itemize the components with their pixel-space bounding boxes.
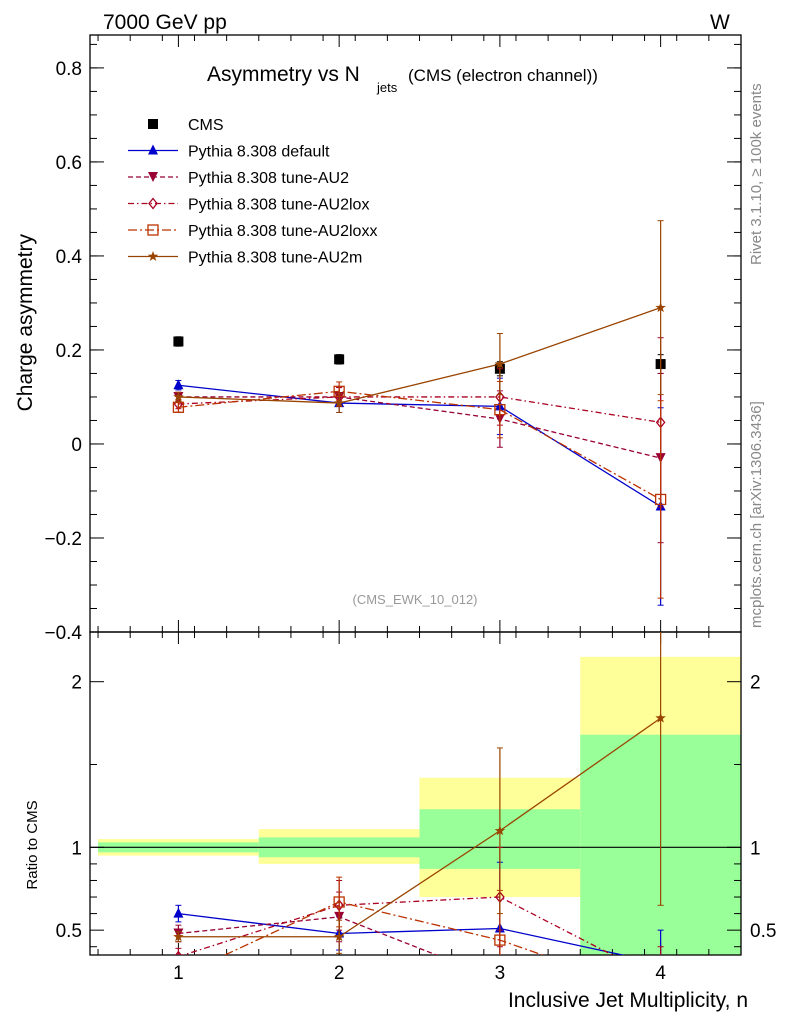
data-point bbox=[655, 302, 666, 313]
ratio-uncertainty-bands bbox=[98, 656, 741, 955]
y-axis-label: Charge asymmetry bbox=[14, 234, 37, 412]
legend-marker bbox=[147, 224, 159, 236]
legend-entry-4: Pythia 8.308 tune-AU2lox bbox=[128, 197, 369, 214]
top-series-3 bbox=[173, 372, 666, 544]
series-line bbox=[178, 717, 662, 938]
y-tick-label: 0.2 bbox=[56, 341, 82, 362]
data-point bbox=[494, 404, 506, 416]
data-point bbox=[655, 712, 666, 723]
y-tick-label: −0.4 bbox=[44, 623, 82, 644]
ratio-y-tick-label-left: 2 bbox=[71, 673, 82, 694]
data-point bbox=[173, 931, 184, 942]
legend-label: Pythia 8.308 tune-AU2 bbox=[188, 170, 349, 187]
top-series bbox=[172, 220, 667, 606]
y-tick-label: 0.4 bbox=[56, 247, 83, 268]
series-line bbox=[181, 896, 614, 955]
series-line bbox=[223, 901, 545, 955]
tick-labels: 1 2 3 4 −0.4 −0.2 0 0.2 0.4 0.6 0.8 0.5 0.5 1 1 2 2 bbox=[44, 59, 776, 984]
y-tick-label: −0.2 bbox=[44, 529, 82, 550]
data-point bbox=[333, 397, 345, 408]
legend-marker bbox=[148, 197, 158, 210]
rivet-label: Rivet 3.1.10, ≥ 100k events bbox=[748, 83, 765, 265]
y-tick-label: 0.6 bbox=[56, 153, 82, 174]
ratio-series bbox=[173, 632, 666, 955]
data-point bbox=[173, 391, 184, 402]
data-point bbox=[173, 907, 184, 918]
top-series-2 bbox=[173, 377, 666, 606]
legend-marker bbox=[148, 119, 158, 129]
data-point bbox=[494, 934, 506, 946]
series-line bbox=[178, 396, 661, 459]
x-tick-label-4: 4 bbox=[655, 963, 666, 984]
data-point bbox=[172, 401, 185, 413]
title-suffix: (CMS (electron channel)) bbox=[408, 66, 598, 85]
ratio-y-tick-label-left: 0.5 bbox=[56, 921, 82, 942]
data-point bbox=[174, 950, 182, 955]
x-tick-label-1: 1 bbox=[173, 963, 184, 984]
watermark: (CMS_EWK_10_012) bbox=[353, 592, 478, 607]
header-right: W bbox=[710, 11, 730, 34]
legend-entry-5: Pythia 8.308 tune-AU2loxx bbox=[128, 223, 377, 240]
legend: CMS Pythia 8.308 default Pythia 8.308 tune… bbox=[128, 117, 377, 267]
ratio-frame bbox=[89, 631, 742, 956]
data-point bbox=[654, 493, 667, 506]
ratio-y-tick-label-right: 0.5 bbox=[750, 921, 776, 942]
ratio-y-tick-label-left: 1 bbox=[71, 838, 82, 859]
legend-entry-1: CMS bbox=[148, 117, 224, 134]
ratio-y-tick-label-right: 1 bbox=[750, 838, 761, 859]
axis-ticks bbox=[90, 35, 741, 955]
legend-marker bbox=[148, 172, 158, 182]
data-point bbox=[334, 354, 345, 365]
legend-label: Pythia 8.308 tune-AU2m bbox=[188, 250, 362, 267]
legend-entry-3: Pythia 8.308 tune-AU2 bbox=[128, 170, 349, 187]
x-tick-label-2: 2 bbox=[334, 963, 345, 984]
title-subscript: jets bbox=[376, 80, 398, 95]
data-point bbox=[173, 336, 184, 347]
top-series-6 bbox=[173, 220, 666, 413]
series-line bbox=[178, 384, 661, 508]
data-point bbox=[494, 358, 506, 369]
series-line bbox=[178, 307, 661, 404]
top-series-5 bbox=[172, 380, 667, 599]
series-line bbox=[178, 916, 439, 955]
top-series-1 bbox=[173, 336, 666, 377]
chart-title: Asymmetry vs N jets (CMS (electron chann… bbox=[207, 63, 598, 95]
source-label: mcplots.cern.ch [arXiv:1306.3436] bbox=[748, 401, 765, 628]
data-point bbox=[333, 931, 345, 942]
legend-label: Pythia 8.308 default bbox=[188, 144, 330, 161]
svg-text:Asymmetry vs N: Asymmetry vs N bbox=[207, 63, 360, 86]
header-left: 7000 GeV pp bbox=[103, 11, 227, 34]
ratio-series-5 bbox=[173, 632, 666, 954]
legend-label: Pythia 8.308 tune-AU2lox bbox=[188, 197, 369, 214]
x-tick-label-3: 3 bbox=[495, 963, 506, 984]
data-point bbox=[333, 896, 345, 908]
legend-label: CMS bbox=[188, 117, 224, 134]
legend-entry-2: Pythia 8.308 default bbox=[128, 144, 330, 161]
ratio-y-tick-label-right: 2 bbox=[750, 673, 761, 694]
y-tick-label: 0 bbox=[71, 435, 82, 456]
legend-entry-6: Pythia 8.308 tune-AU2m bbox=[128, 250, 362, 267]
y-tick-label: 0.8 bbox=[56, 59, 82, 80]
ratio-series-4 bbox=[223, 876, 545, 955]
title-main: Asymmetry vs N bbox=[207, 63, 360, 86]
legend-label: Pythia 8.308 tune-AU2loxx bbox=[188, 223, 377, 240]
series-line bbox=[178, 390, 661, 501]
series-line bbox=[178, 912, 626, 955]
top-series-4 bbox=[173, 337, 666, 508]
legend-marker bbox=[147, 251, 159, 261]
data-point bbox=[494, 825, 506, 836]
ratio-y-axis-label: Ratio to CMS bbox=[24, 800, 41, 889]
x-axis-label: Inclusive Jet Multiplicity, n bbox=[508, 989, 748, 1012]
data-point bbox=[173, 379, 184, 390]
legend-marker bbox=[148, 144, 158, 155]
